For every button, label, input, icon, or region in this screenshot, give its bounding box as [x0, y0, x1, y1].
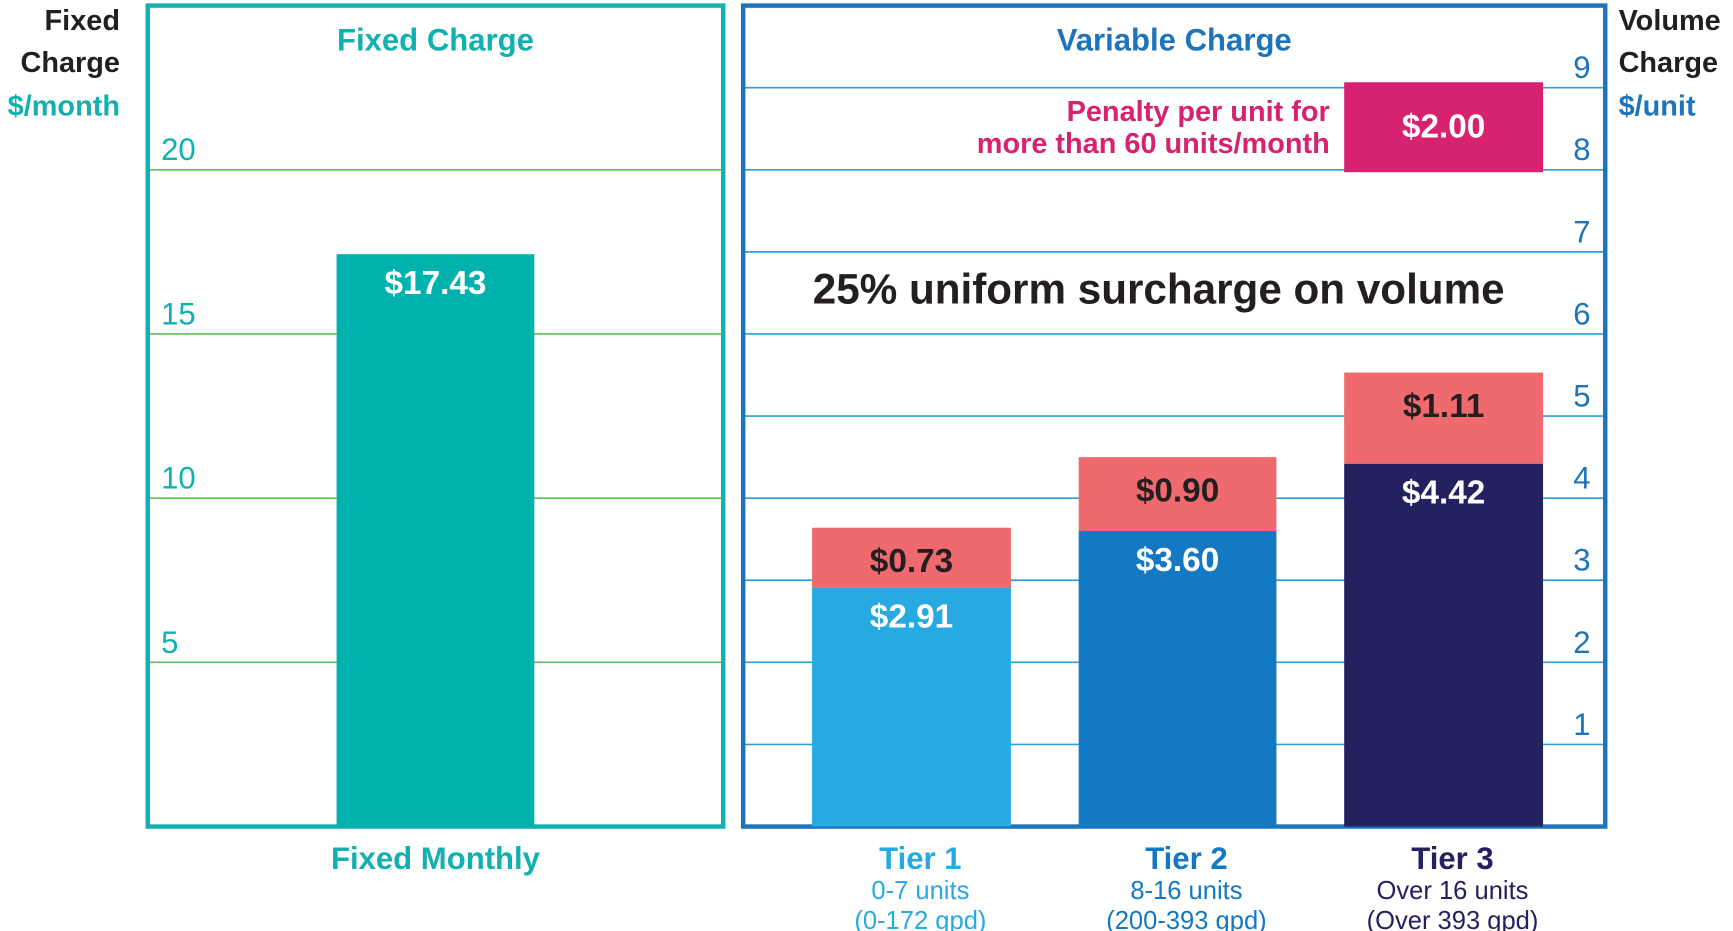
y-tick-label: 15: [161, 296, 196, 331]
category-note: Over 16 units: [1377, 877, 1529, 905]
bar-segment: [1078, 530, 1277, 827]
value-label: $4.42: [1402, 475, 1485, 512]
y-tick-label: 4: [1573, 461, 1590, 496]
bar: [336, 254, 535, 827]
value-label: $0.73: [870, 543, 953, 580]
axis-label: Fixed: [45, 5, 120, 37]
y-tick-label: 5: [161, 625, 178, 660]
category-label: Tier 3: [1411, 841, 1493, 876]
y-tick-label: 1: [1573, 707, 1590, 742]
y-tick-label: 2: [1573, 625, 1590, 660]
y-tick-label: 6: [1573, 296, 1590, 331]
bar-segment: [1344, 372, 1544, 464]
category-note: 8-16 units: [1130, 877, 1242, 905]
y-tick-label: 8: [1573, 132, 1590, 167]
axis-unit: $/month: [8, 90, 120, 122]
annotation: Penalty per unit for: [1067, 96, 1330, 128]
axis-label: Volume: [1619, 5, 1721, 37]
category-note: (Over 393 gpd): [1367, 907, 1539, 931]
y-tick-label: 10: [161, 461, 196, 496]
bar-segment: [1344, 463, 1544, 827]
category-note: 0-7 units: [871, 877, 969, 905]
y-tick-label: 3: [1573, 543, 1590, 578]
bar-segment: [812, 527, 1011, 588]
axis-unit: $/unit: [1619, 90, 1696, 122]
axis-label: Charge: [20, 47, 119, 79]
panel-title: Variable Charge: [1057, 22, 1292, 57]
annotation: 25% uniform surcharge on volume: [813, 265, 1505, 312]
bar-segment: [812, 587, 1011, 827]
axis-label: Charge: [1619, 47, 1718, 79]
value-label: $3.60: [1136, 542, 1219, 579]
value-label: $17.43: [385, 265, 487, 302]
panel-title: Fixed Charge: [337, 22, 534, 57]
bar-segment: [1078, 457, 1277, 531]
category-label: Tier 2: [1145, 841, 1227, 876]
category-label: Tier 1: [879, 841, 961, 876]
y-tick-label: 7: [1573, 214, 1590, 249]
y-tick-label: 5: [1573, 379, 1590, 414]
value-label: $0.90: [1136, 472, 1219, 509]
value-label: $1.11: [1403, 388, 1485, 425]
annotation: more than 60 units/month: [977, 128, 1330, 160]
penalty-value: $2.00: [1402, 109, 1485, 146]
y-tick-label: 9: [1573, 50, 1590, 85]
value-label: $2.91: [870, 599, 953, 636]
y-tick-label: 20: [161, 132, 196, 167]
category-note: (0-172 gpd): [854, 907, 986, 931]
penalty-box: [1344, 82, 1544, 173]
category-note: (200-393 gpd): [1106, 907, 1267, 931]
category-label: Fixed Monthly: [331, 841, 541, 876]
